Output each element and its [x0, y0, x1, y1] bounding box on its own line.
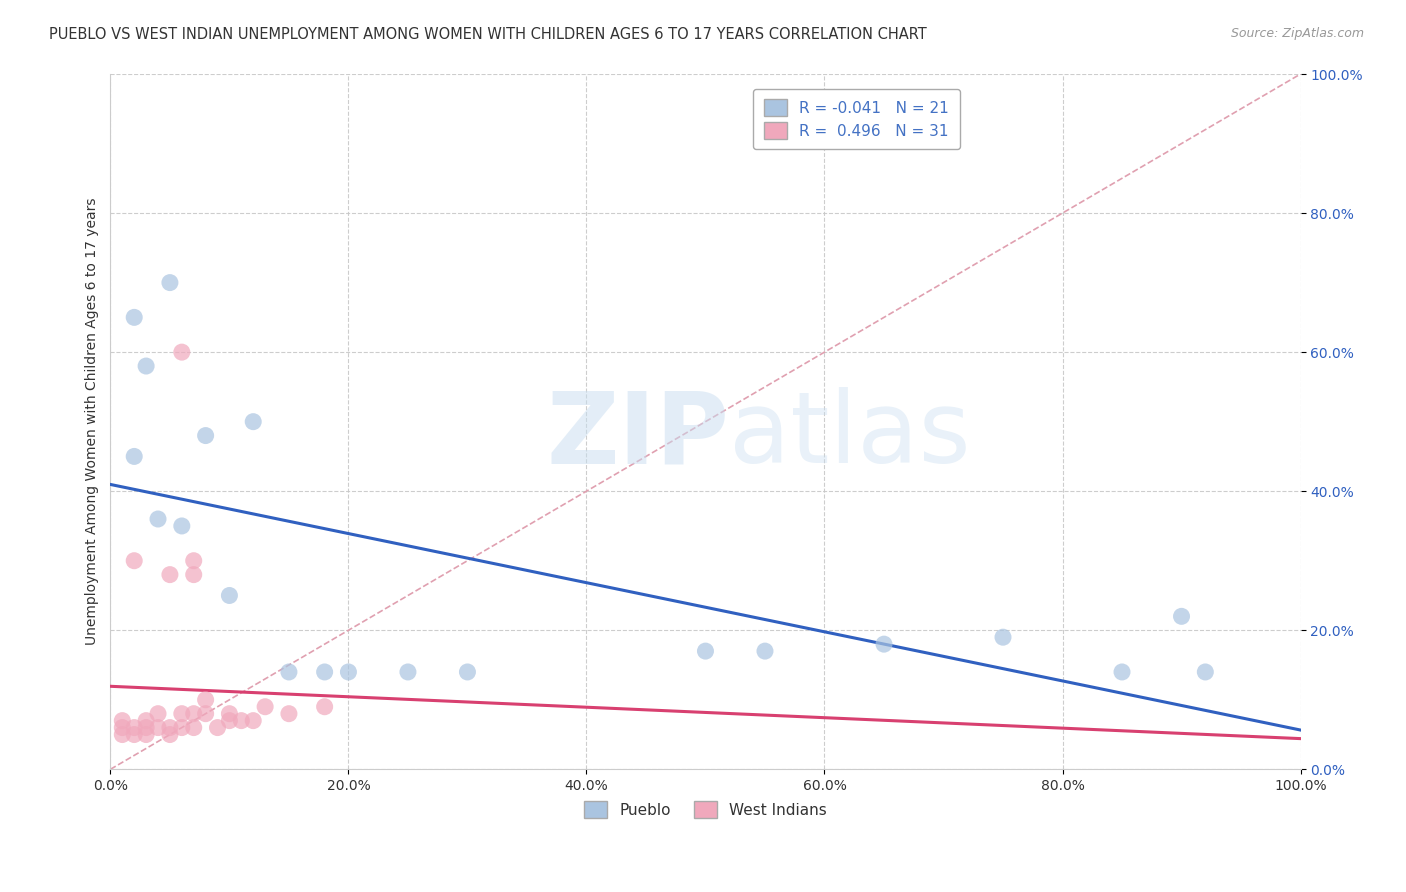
Point — [159, 721, 181, 735]
Y-axis label: Unemployment Among Women with Children Ages 6 to 17 years: Unemployment Among Women with Children A… — [86, 198, 100, 646]
Point — [991, 630, 1014, 644]
Point — [242, 714, 264, 728]
Point — [194, 693, 217, 707]
Point — [314, 699, 336, 714]
Point — [695, 644, 717, 658]
Point — [194, 706, 217, 721]
Point — [183, 721, 205, 735]
Point — [314, 665, 336, 679]
Point — [456, 665, 478, 679]
Point — [337, 665, 360, 679]
Point — [218, 706, 240, 721]
Point — [254, 699, 277, 714]
Point — [1170, 609, 1192, 624]
Point — [183, 567, 205, 582]
Point — [135, 714, 157, 728]
Point — [1194, 665, 1216, 679]
Point — [194, 428, 217, 442]
Point — [170, 519, 193, 533]
Point — [170, 345, 193, 359]
Point — [146, 512, 169, 526]
Point — [122, 310, 145, 325]
Text: PUEBLO VS WEST INDIAN UNEMPLOYMENT AMONG WOMEN WITH CHILDREN AGES 6 TO 17 YEARS : PUEBLO VS WEST INDIAN UNEMPLOYMENT AMONG… — [49, 27, 927, 42]
Point — [159, 567, 181, 582]
Point — [396, 665, 419, 679]
Point — [183, 554, 205, 568]
Point — [231, 714, 253, 728]
Point — [122, 727, 145, 741]
Point — [135, 721, 157, 735]
Legend: Pueblo, West Indians: Pueblo, West Indians — [578, 796, 832, 824]
Point — [218, 714, 240, 728]
Point — [122, 450, 145, 464]
Point — [277, 665, 299, 679]
Point — [873, 637, 896, 651]
Point — [111, 727, 134, 741]
Point — [122, 721, 145, 735]
Point — [146, 706, 169, 721]
Point — [218, 589, 240, 603]
Point — [122, 554, 145, 568]
Point — [135, 359, 157, 373]
Point — [170, 721, 193, 735]
Point — [111, 714, 134, 728]
Point — [111, 721, 134, 735]
Point — [159, 727, 181, 741]
Point — [207, 721, 229, 735]
Point — [146, 721, 169, 735]
Point — [754, 644, 776, 658]
Point — [277, 706, 299, 721]
Text: ZIP: ZIP — [547, 387, 730, 484]
Point — [1111, 665, 1133, 679]
Point — [135, 727, 157, 741]
Point — [159, 276, 181, 290]
Point — [170, 706, 193, 721]
Text: Source: ZipAtlas.com: Source: ZipAtlas.com — [1230, 27, 1364, 40]
Point — [183, 706, 205, 721]
Text: atlas: atlas — [730, 387, 972, 484]
Point — [242, 415, 264, 429]
